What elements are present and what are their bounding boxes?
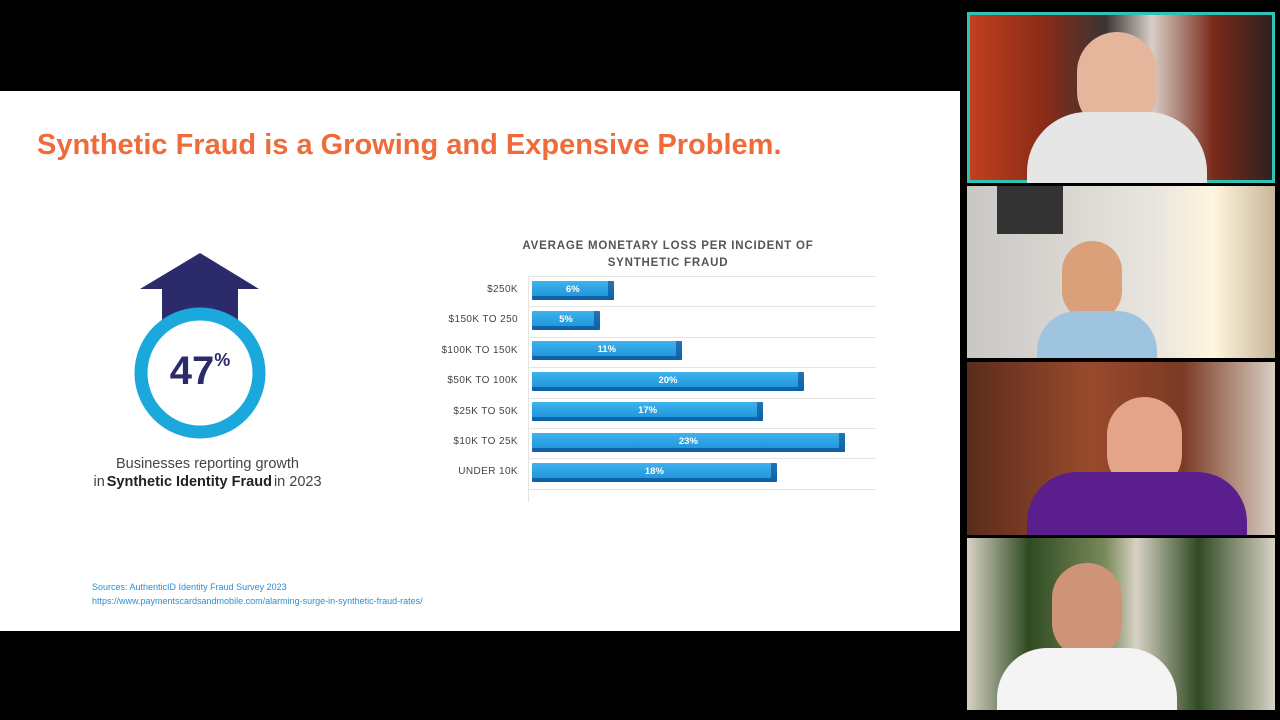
- category-label: $50K TO 100K: [447, 375, 518, 387]
- row-line: [528, 458, 876, 460]
- arrow-icon: [140, 253, 259, 331]
- value-label: 20%: [658, 374, 678, 386]
- caption-emphasis: Synthetic Identity Fraud: [106, 474, 272, 490]
- value-label: 6%: [565, 283, 580, 295]
- stat-value: 47: [169, 349, 215, 393]
- category-label: $100K TO 150K: [441, 344, 518, 356]
- participant: [1037, 311, 1157, 358]
- stat: 47%: [140, 349, 260, 394]
- value-label: 11%: [597, 344, 617, 356]
- participant: [1062, 241, 1122, 321]
- row-line: [528, 397, 876, 399]
- bar: [532, 341, 682, 361]
- participant: [1052, 563, 1122, 658]
- bar: [532, 371, 804, 391]
- participant: [1027, 112, 1207, 183]
- row-line: [528, 306, 876, 308]
- bar: [532, 310, 600, 330]
- source: Sources: AuthenticID Identity Fraud Surv…: [92, 582, 287, 592]
- video-tile: [967, 538, 1275, 710]
- caption: Businesses reporting growth in Synthetic I…: [60, 455, 355, 491]
- row-line: [528, 336, 876, 338]
- value-label: 18%: [644, 465, 664, 477]
- participant: [1027, 472, 1247, 535]
- caption-text: in: [93, 474, 105, 490]
- category-label: $10K TO 25K: [453, 436, 518, 447]
- chart-axis: [528, 276, 529, 502]
- video-tile: [967, 186, 1275, 358]
- category-label: $150K TO 250: [448, 314, 518, 326]
- row-line: [528, 428, 876, 429]
- video-tile: [967, 12, 1275, 183]
- value-label: 17%: [638, 405, 658, 417]
- stat-unit: %: [214, 350, 231, 370]
- value-label: 23%: [678, 435, 698, 447]
- row-line: [528, 488, 876, 490]
- value-label: 5%: [559, 313, 573, 325]
- chart-title: AVERAGE MONETARY LOSS PER INCIDENT OF SY…: [522, 240, 814, 269]
- slide-title: Synthetic Fraud is a Growing and Expensi…: [37, 129, 782, 161]
- category-label: $25K TO 50K: [453, 405, 518, 417]
- bar: [532, 432, 845, 452]
- bar: [532, 280, 614, 300]
- row-line: [528, 276, 876, 277]
- stat-ring: [134, 307, 266, 439]
- bar: [532, 462, 777, 482]
- category-label: UNDER 10K: [458, 466, 518, 478]
- stat-graphic: [134, 253, 266, 439]
- video-tile: [967, 362, 1275, 535]
- row-line: [528, 367, 876, 369]
- source-url: https://www.paymentscardsandmobile.com/a…: [92, 596, 423, 606]
- caption-text: in 2023: [273, 474, 322, 490]
- frame: [997, 186, 1063, 234]
- slide: Synthetic Fraud is a Growing and Expensi…: [0, 91, 960, 631]
- category-label: $250K: [487, 284, 518, 295]
- bar: [532, 402, 764, 422]
- caption-text: Businesses reporting growth: [116, 456, 299, 472]
- participant: [997, 648, 1177, 710]
